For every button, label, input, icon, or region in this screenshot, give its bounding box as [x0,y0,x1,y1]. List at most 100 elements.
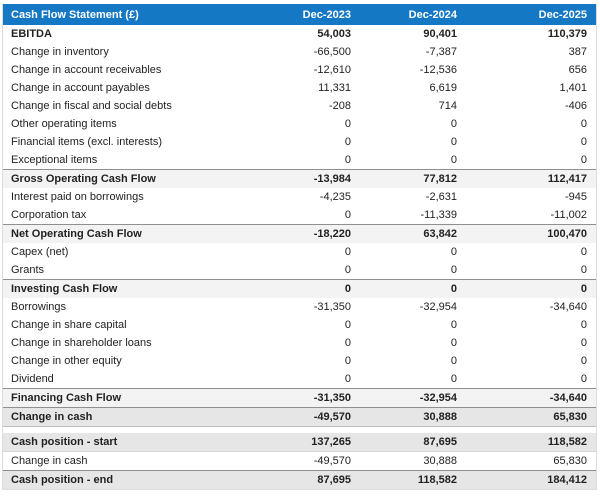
value-cell-dec-2025: 0 [466,133,596,151]
row-label: Exceptional items [3,151,254,170]
table-row-interest-paid-on-borrowings: Interest paid on borrowings -4,235 -2,631-… [3,188,596,206]
table-row-change-in-account-receivables: Change in account receivables -12,610 -12,… [3,61,596,79]
row-label: Gross Operating Cash Flow [3,169,254,188]
value-cell-dec-2025: 0 [466,352,596,370]
table-row-corporation-tax: Corporation tax 0 -11,339 -11,002 [3,206,596,225]
column-header-dec-2024: Dec-2024 [360,4,466,25]
table-row-change-in-cash: Change in cash -49,570 30,888 65,830 [3,451,596,471]
value-cell-dec-2023: 0 [254,279,360,298]
table-row-change-in-inventory: Change in inventory -66,500 -7,387 387 [3,43,596,61]
value-cell-dec-2024: 30,888 [360,451,466,471]
value-cell-dec-2023: 137,265 [254,433,360,452]
value-cell-dec-2024: 0 [360,352,466,370]
value-cell-dec-2024: 90,401 [360,25,466,43]
value-cell-dec-2024: 0 [360,115,466,133]
table-row-net-operating-cash-flow: Net Operating Cash Flow -18,220 63,842 100,… [3,224,596,243]
value-cell-dec-2024: 77,812 [360,169,466,188]
value-cell-dec-2023: 0 [254,334,360,352]
value-cell-dec-2025: -34,640 [466,388,596,408]
row-label: Borrowings [3,298,254,316]
row-label: Change in cash [3,451,254,471]
row-label: Change in share capital [3,316,254,334]
value-cell-dec-2024: 63,842 [360,224,466,243]
value-cell-dec-2023: -49,570 [254,407,360,427]
row-label: Change in account receivables [3,61,254,79]
row-label: Change in other equity [3,352,254,370]
value-cell-dec-2024: 0 [360,370,466,389]
value-cell-dec-2025: 0 [466,243,596,261]
table-row-other-operating-items: Other operating items 0 0 0 [3,115,596,133]
value-cell-dec-2025: 0 [466,316,596,334]
table-row-investing-cash-flow: Investing Cash Flow 0 0 0 [3,279,596,298]
table-row-change-in-cash: Change in cash -49,570 30,888 65,830 [3,407,596,427]
table-row-change-in-fiscal-and-social-debts: Change in fiscal and social debts -208 714… [3,97,596,115]
table-row-borrowings: Borrowings -31,350 -32,954 -34,640 [3,298,596,316]
value-cell-dec-2025: 110,379 [466,25,596,43]
table-row-cash-position-start: Cash position - start 137,265 87,695 118,58… [3,433,596,452]
value-cell-dec-2025: 112,417 [466,169,596,188]
value-cell-dec-2024: 30,888 [360,407,466,427]
value-cell-dec-2025: 100,470 [466,224,596,243]
value-cell-dec-2025: 0 [466,261,596,280]
table-row-change-in-other-equity: Change in other equity 0 0 0 [3,352,596,370]
value-cell-dec-2025: 0 [466,279,596,298]
cash-flow-statement-table: Cash Flow Statement (£) Dec-2023 Dec-202… [2,4,597,490]
row-label: Investing Cash Flow [3,279,254,298]
table-row-change-in-account-payables: Change in account payables 11,331 6,619 1,4… [3,79,596,97]
row-label: Grants [3,261,254,280]
row-label: Dividend [3,370,254,389]
value-cell-dec-2025: 184,412 [466,470,596,489]
value-cell-dec-2025: 118,582 [466,433,596,452]
value-cell-dec-2024: 0 [360,279,466,298]
value-cell-dec-2024: 0 [360,133,466,151]
value-cell-dec-2023: -31,350 [254,388,360,408]
value-cell-dec-2023: -12,610 [254,61,360,79]
value-cell-dec-2023: 0 [254,151,360,170]
table-row-dividend: Dividend 0 0 0 [3,370,596,389]
table-row-financing-cash-flow: Financing Cash Flow -31,350 -32,954 -34,640 [3,388,596,408]
value-cell-dec-2023: -31,350 [254,298,360,316]
value-cell-dec-2024: 0 [360,316,466,334]
column-header-dec-2023: Dec-2023 [254,4,360,25]
row-label: Change in shareholder loans [3,334,254,352]
value-cell-dec-2024: 0 [360,151,466,170]
value-cell-dec-2023: 0 [254,206,360,225]
table-title: Cash Flow Statement (£) [3,4,254,25]
value-cell-dec-2024: -7,387 [360,43,466,61]
value-cell-dec-2023: 0 [254,316,360,334]
table-row-cash-position-end: Cash position - end 87,695 118,582 184,412 [3,470,596,489]
value-cell-dec-2024: 714 [360,97,466,115]
value-cell-dec-2023: -13,984 [254,169,360,188]
value-cell-dec-2023: 11,331 [254,79,360,97]
table-row-grants: Grants 0 0 0 [3,261,596,280]
value-cell-dec-2023: -18,220 [254,224,360,243]
value-cell-dec-2025: -945 [466,188,596,206]
value-cell-dec-2023: 0 [254,133,360,151]
value-cell-dec-2024: 0 [360,334,466,352]
value-cell-dec-2025: -11,002 [466,206,596,225]
row-spacer [3,426,596,433]
value-cell-dec-2023: -49,570 [254,451,360,471]
spacer-row [3,426,596,433]
value-cell-dec-2023: -4,235 [254,188,360,206]
value-cell-dec-2024: -32,954 [360,388,466,408]
table-row-exceptional-items: Exceptional items 0 0 0 [3,151,596,170]
row-label: Financial items (excl. interests) [3,133,254,151]
value-cell-dec-2023: 0 [254,243,360,261]
value-cell-dec-2024: -11,339 [360,206,466,225]
value-cell-dec-2024: -32,954 [360,298,466,316]
value-cell-dec-2023: 0 [254,115,360,133]
value-cell-dec-2024: 0 [360,261,466,280]
table-row-change-in-share-capital: Change in share capital 0 0 0 [3,316,596,334]
value-cell-dec-2023: 0 [254,352,360,370]
value-cell-dec-2025: 0 [466,151,596,170]
value-cell-dec-2025: -406 [466,97,596,115]
row-label: Net Operating Cash Flow [3,224,254,243]
value-cell-dec-2023: 87,695 [254,470,360,489]
value-cell-dec-2023: -208 [254,97,360,115]
value-cell-dec-2024: -12,536 [360,61,466,79]
value-cell-dec-2024: 0 [360,243,466,261]
value-cell-dec-2025: -34,640 [466,298,596,316]
table-row-capex-net: Capex (net) 0 0 0 [3,243,596,261]
value-cell-dec-2023: 54,003 [254,25,360,43]
